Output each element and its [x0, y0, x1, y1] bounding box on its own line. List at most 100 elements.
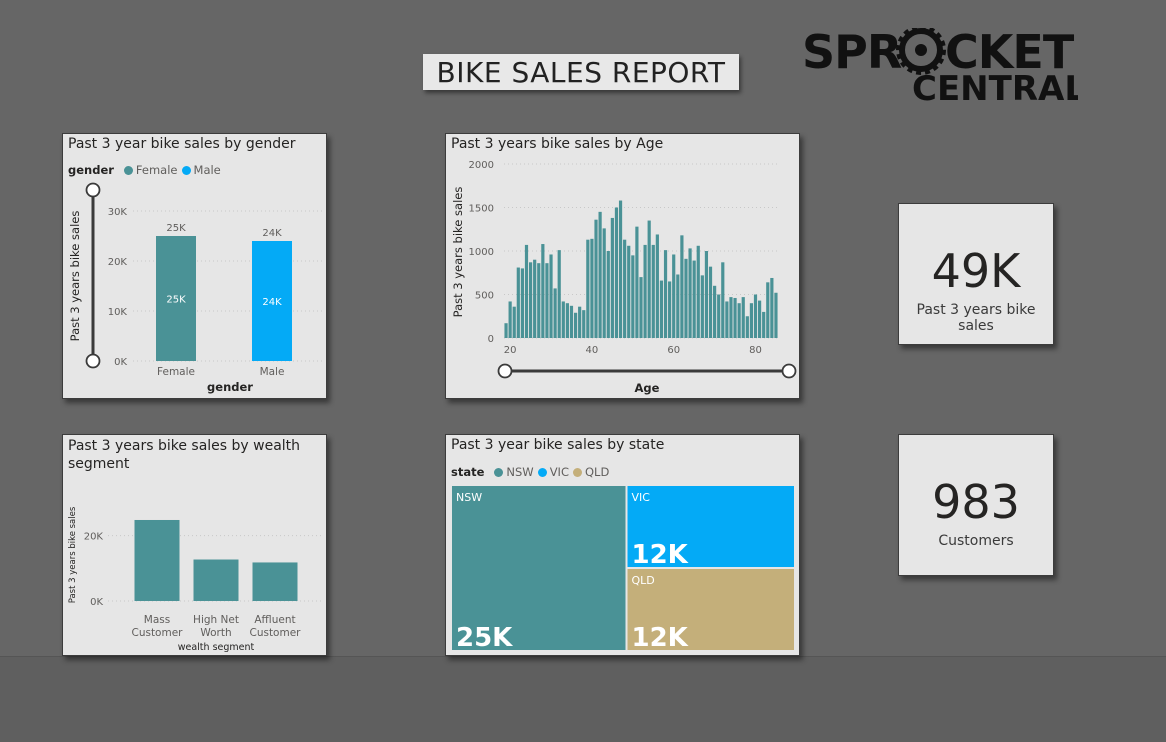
age-bar[interactable]	[582, 310, 586, 338]
state-tile-vic[interactable]	[625, 484, 796, 569]
age-bar[interactable]	[643, 244, 647, 338]
age-bar[interactable]	[672, 254, 676, 338]
age-bar[interactable]	[578, 306, 582, 338]
age-bar[interactable]	[737, 303, 741, 338]
age-bar[interactable]	[528, 262, 533, 338]
wealth-bar[interactable]	[134, 519, 180, 601]
age-bar[interactable]	[549, 254, 553, 338]
gender-chart-title: Past 3 year bike sales by gender	[68, 136, 296, 152]
slider-handle-bottom[interactable]	[85, 353, 101, 369]
age-bar[interactable]	[508, 301, 512, 338]
legend-vic[interactable]: VIC	[549, 465, 569, 479]
female-dot-icon	[123, 166, 133, 175]
age-bar[interactable]	[545, 263, 549, 338]
wealth-bar[interactable]	[193, 559, 239, 601]
age-bar[interactable]	[602, 228, 606, 338]
age-bar[interactable]	[541, 244, 545, 338]
male-dot-icon	[181, 166, 191, 175]
age-bar[interactable]	[725, 301, 729, 338]
age-bar[interactable]	[713, 285, 717, 338]
wealth-bar[interactable]	[252, 562, 298, 601]
age-slider-handle-left[interactable]	[497, 363, 513, 379]
gender-legend: gender Female Male	[68, 163, 221, 177]
age-bar[interactable]	[651, 244, 655, 338]
age-bar[interactable]	[729, 297, 733, 338]
age-bar[interactable]	[553, 288, 557, 338]
legend-qld[interactable]: QLD	[584, 465, 610, 479]
age-bar[interactable]	[655, 234, 659, 338]
age-bar[interactable]	[524, 244, 529, 338]
age-bar[interactable]	[520, 268, 524, 338]
age-bar[interactable]	[569, 305, 574, 338]
gender-chart-card[interactable]: Past 3 year bike sales by gender gender F…	[62, 133, 327, 399]
age-bar[interactable]	[557, 250, 561, 338]
age-bar[interactable]	[676, 274, 680, 338]
age-bar[interactable]	[668, 281, 672, 338]
age-bar[interactable]	[561, 301, 565, 338]
age-bar[interactable]	[749, 303, 754, 338]
age-bar[interactable]	[704, 251, 709, 338]
legend-male[interactable]: Male	[193, 163, 221, 177]
state-chart-title: Past 3 year bike sales by state	[451, 437, 665, 453]
age-bar[interactable]	[590, 238, 594, 338]
age-bar[interactable]	[533, 259, 537, 338]
age-bar[interactable]	[688, 248, 692, 338]
age-bar[interactable]	[586, 239, 590, 338]
age-bar[interactable]	[631, 255, 635, 338]
age-bar[interactable]	[659, 280, 664, 338]
age-bar[interactable]	[594, 219, 598, 338]
state-tile-qld[interactable]	[625, 567, 796, 652]
state-tile-nsw[interactable]	[450, 484, 628, 652]
age-bar[interactable]	[745, 316, 749, 338]
age-bar[interactable]	[598, 211, 602, 338]
age-bar[interactable]	[635, 226, 639, 338]
state-chart-card[interactable]: Past 3 year bike sales by state state NSW…	[445, 434, 800, 656]
age-bar[interactable]	[606, 251, 610, 338]
age-bar[interactable]	[692, 260, 696, 338]
age-bar[interactable]	[627, 245, 631, 338]
gender-bar-male[interactable]	[252, 241, 292, 361]
age-bar[interactable]	[758, 300, 762, 338]
age-bar[interactable]	[639, 277, 643, 338]
age-bar[interactable]	[741, 297, 745, 338]
legend-female[interactable]: Female	[135, 163, 178, 177]
age-bar[interactable]	[733, 297, 737, 338]
age-bar[interactable]	[717, 294, 721, 339]
age-bar[interactable]	[512, 306, 516, 338]
wealth-xtick: Customer	[131, 627, 183, 639]
age-bar[interactable]	[565, 303, 569, 338]
age-ytick: 2000	[469, 160, 494, 171]
age-xlabel: Age	[635, 381, 660, 395]
slider-handle-top[interactable]	[85, 182, 101, 198]
age-chart-card[interactable]: Past 3 years bike sales by Age Past 3 ye…	[445, 133, 800, 399]
age-bar[interactable]	[721, 262, 725, 338]
age-bar[interactable]	[753, 294, 758, 339]
nsw-dot-icon	[494, 468, 504, 477]
age-bar[interactable]	[762, 311, 766, 338]
age-bar[interactable]	[766, 282, 770, 338]
age-bar[interactable]	[774, 292, 778, 338]
age-bar[interactable]	[684, 258, 688, 338]
age-bar[interactable]	[708, 266, 713, 338]
age-bar[interactable]	[647, 220, 651, 338]
age-bar[interactable]	[696, 245, 700, 338]
age-bar[interactable]	[618, 200, 623, 338]
wealth-chart-card[interactable]: Past 3 years bike sales by wealth segmen…	[62, 434, 327, 656]
age-bar[interactable]	[504, 323, 508, 338]
age-bar[interactable]	[700, 275, 704, 338]
age-bar[interactable]	[680, 235, 684, 338]
age-bar[interactable]	[770, 277, 774, 338]
age-bar[interactable]	[663, 250, 668, 338]
age-bar[interactable]	[623, 239, 627, 338]
gender-bar-female[interactable]	[156, 236, 196, 361]
age-bar[interactable]	[573, 312, 578, 338]
kpi-customers-label: Customers	[938, 533, 1014, 549]
wealth-xtick: Affluent	[254, 614, 295, 626]
age-bar[interactable]	[537, 263, 541, 338]
age-bar[interactable]	[610, 217, 614, 338]
legend-nsw[interactable]: NSW	[506, 465, 534, 479]
age-slider-handle-right[interactable]	[781, 363, 797, 379]
age-bar[interactable]	[516, 267, 520, 338]
age-bar[interactable]	[614, 207, 619, 339]
gender-xtick: Female	[157, 366, 195, 378]
